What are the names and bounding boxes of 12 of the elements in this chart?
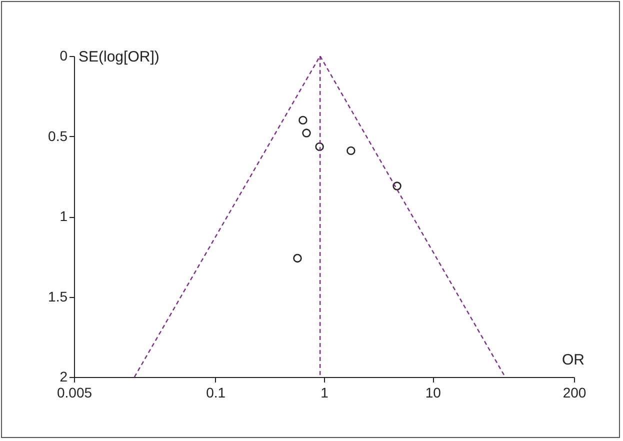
x-tick-label: 200: [562, 384, 586, 400]
y-tick-label: 1.5: [48, 288, 68, 304]
y-axis-title: SE(log[OR]): [78, 48, 160, 66]
x-tick-label: 0.1: [206, 384, 226, 400]
y-tick-label: 0: [60, 48, 68, 64]
x-tick-label: 10: [425, 384, 442, 400]
x-axis-title: OR: [562, 352, 585, 368]
y-tick-label: 2: [60, 368, 68, 384]
x-tick-label: 0.005: [56, 384, 92, 400]
y-tick-label: 1: [60, 208, 68, 224]
y-tick-label: 0.5: [48, 128, 68, 144]
x-tick-label: 1: [320, 384, 329, 400]
